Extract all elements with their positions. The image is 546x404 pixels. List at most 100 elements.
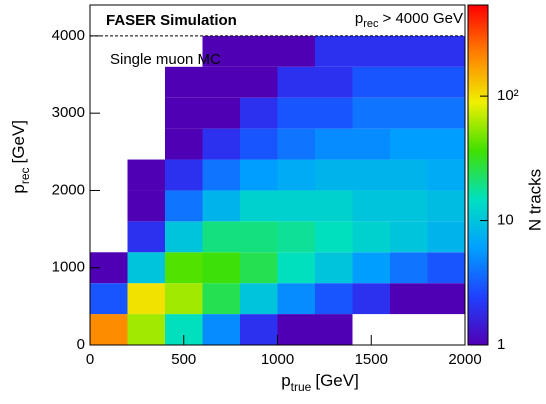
threshold-label: prec > 4000 GeV <box>355 10 463 30</box>
colorbar-tick-label: 10² <box>497 87 519 104</box>
cell <box>202 159 240 191</box>
cell <box>165 128 203 160</box>
cell <box>277 35 315 67</box>
cell <box>352 252 390 284</box>
cell <box>352 128 390 160</box>
cell <box>390 159 428 191</box>
cell <box>202 190 240 222</box>
cell <box>352 66 390 98</box>
cell <box>390 221 428 253</box>
y-label-unit: [GeV] <box>9 120 28 163</box>
annotation: Single muon MC <box>110 51 221 68</box>
cell <box>165 283 203 315</box>
cell <box>202 221 240 253</box>
cell <box>165 190 203 222</box>
cell <box>315 128 353 160</box>
cell <box>277 159 315 191</box>
x-label-unit: [GeV] <box>315 371 358 390</box>
cell <box>427 190 465 222</box>
threshold-label-sub: rec <box>363 18 379 30</box>
cell <box>165 66 203 98</box>
threshold-label-main: p <box>355 10 363 27</box>
cell <box>277 128 315 160</box>
cell <box>165 97 203 129</box>
cell <box>427 66 465 98</box>
colorbar-tick-label: 10 <box>497 212 514 229</box>
threshold-label-rest: > 4000 GeV <box>383 10 463 27</box>
x-tick-label: 0 <box>86 351 94 368</box>
cell <box>315 159 353 191</box>
y-label-sub: rec <box>18 167 32 184</box>
y-tick-label: 3000 <box>52 104 85 121</box>
cell <box>427 221 465 253</box>
chart-title: FASER Simulation <box>106 12 237 29</box>
cell <box>352 159 390 191</box>
cell <box>165 221 203 253</box>
cell <box>127 159 165 191</box>
cell <box>315 314 353 345</box>
y-tick-label: 2000 <box>52 181 85 198</box>
cell <box>165 252 203 284</box>
x-axis-label: ptrue [GeV] <box>281 371 359 394</box>
cell <box>390 190 428 222</box>
cell <box>240 283 278 315</box>
cell <box>240 66 278 98</box>
cell <box>427 35 465 67</box>
cell <box>127 190 165 222</box>
cell <box>277 66 315 98</box>
cell <box>127 314 165 345</box>
cell <box>277 314 315 345</box>
cell <box>240 159 278 191</box>
cell <box>427 128 465 160</box>
x-tick-label: 1500 <box>355 351 388 368</box>
cell <box>427 252 465 284</box>
cell <box>202 97 240 129</box>
cell <box>202 314 240 345</box>
cell <box>315 283 353 315</box>
cell <box>277 252 315 284</box>
cell <box>427 283 465 315</box>
colorbar-tick-label: 1 <box>497 336 505 353</box>
x-tick-label: 2000 <box>448 351 481 368</box>
cell <box>390 97 428 129</box>
cell <box>315 97 353 129</box>
cell <box>90 283 128 315</box>
cell <box>390 66 428 98</box>
cell <box>277 190 315 222</box>
cell <box>240 35 278 67</box>
y-tick-label: 1000 <box>52 259 85 276</box>
cell <box>277 283 315 315</box>
cell <box>315 252 353 284</box>
cell <box>240 97 278 129</box>
cell <box>315 66 353 98</box>
colorbar-label: N tracks <box>525 169 544 231</box>
cell <box>315 35 353 67</box>
cell <box>202 66 240 98</box>
cell <box>240 221 278 253</box>
y-tick-label: 4000 <box>52 27 85 44</box>
cell <box>390 252 428 284</box>
cell <box>277 97 315 129</box>
cell <box>352 97 390 129</box>
colorbar <box>467 4 489 346</box>
cell <box>240 314 278 345</box>
cell <box>240 190 278 222</box>
cell <box>165 159 203 191</box>
y-label-main: p <box>9 184 28 193</box>
cell <box>202 35 240 67</box>
cell <box>202 252 240 284</box>
cell <box>390 128 428 160</box>
cell <box>277 221 315 253</box>
x-tick-label: 500 <box>171 351 196 368</box>
cell <box>240 128 278 160</box>
cell <box>202 128 240 160</box>
cell <box>240 252 278 284</box>
x-label-main: p <box>281 371 290 390</box>
cell <box>427 159 465 191</box>
cell <box>90 314 128 345</box>
cell <box>315 221 353 253</box>
cell <box>352 35 390 67</box>
cell <box>352 283 390 315</box>
cell <box>315 190 353 222</box>
